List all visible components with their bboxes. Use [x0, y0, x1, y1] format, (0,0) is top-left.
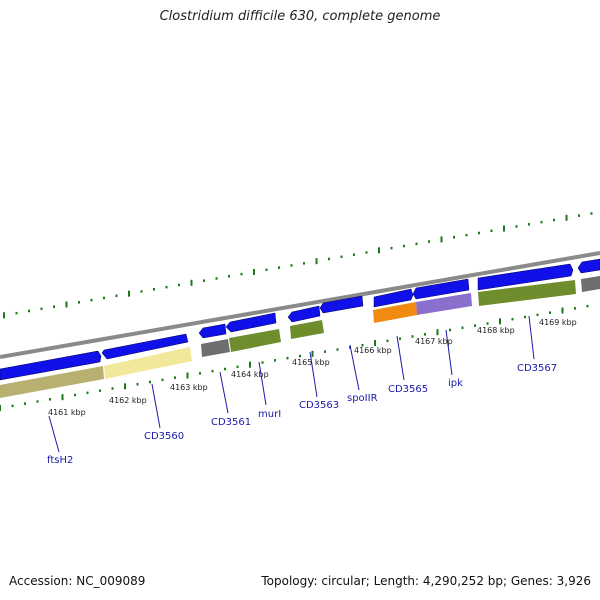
feature-bar[interactable]	[416, 293, 472, 315]
feature-bar[interactable]	[104, 347, 192, 379]
gene-label[interactable]: murI	[258, 409, 281, 420]
gene-labels: ftsH2 CD3560 CD3561 murI CD3563 spoIIR C…	[47, 363, 557, 466]
gene-label[interactable]: ftsH2	[47, 455, 73, 466]
gene-label[interactable]: CD3563	[299, 400, 339, 411]
feature-bar[interactable]	[229, 329, 281, 352]
kbp-label: 4164 kbp	[231, 370, 269, 379]
kbp-label: 4167 kbp	[415, 337, 453, 346]
gene-label[interactable]: CD3560	[144, 431, 184, 442]
cds-arrow[interactable]	[287, 305, 321, 323]
gene-label[interactable]: CD3561	[211, 417, 251, 428]
genome-stats-text: Topology: circular; Length: 4,290,252 bp…	[261, 574, 591, 588]
leader-line	[309, 351, 318, 398]
kbp-label: 4163 kbp	[170, 383, 208, 392]
cds-arrow[interactable]	[577, 258, 600, 274]
leader-line	[349, 344, 360, 391]
kbp-label: 4162 kbp	[109, 396, 147, 405]
feature-bar[interactable]	[373, 302, 417, 323]
leader-line	[396, 335, 405, 381]
genome-title: Clostridium difficile 630, complete geno…	[159, 9, 441, 24]
cds-arrow[interactable]	[477, 263, 574, 291]
leader-line	[151, 383, 161, 429]
kbp-label: 4161 kbp	[48, 408, 86, 417]
gene-label[interactable]: CD3567	[517, 363, 557, 374]
cds-arrow[interactable]	[319, 295, 364, 314]
cds-arrow[interactable]	[412, 278, 470, 300]
kbp-label: 4166 kbp	[354, 346, 392, 355]
cds-arrow[interactable]	[101, 333, 189, 360]
leader-line	[48, 415, 60, 453]
cds-forward-track	[0, 258, 600, 381]
kbp-label: 4165 kbp	[292, 358, 330, 367]
kbp-labels: 4161 kbp 4162 kbp 4163 kbp 4164 kbp 4165…	[48, 318, 577, 417]
feature-bar[interactable]	[201, 339, 230, 357]
gene-label[interactable]: spoIIR	[347, 393, 378, 404]
cds-arrow[interactable]	[373, 288, 414, 308]
feature-bar[interactable]	[581, 276, 600, 292]
cds-arrow[interactable]	[0, 350, 102, 381]
tick-marks	[0, 212, 593, 411]
kbp-label: 4168 kbp	[477, 326, 515, 335]
feature-bar[interactable]	[290, 320, 324, 339]
leader-line	[219, 371, 229, 414]
leader-line	[445, 329, 453, 376]
cds-arrow[interactable]	[198, 323, 227, 339]
genome-backbone	[0, 251, 600, 359]
gene-leader-lines	[48, 315, 535, 453]
feature-bar[interactable]	[478, 280, 576, 306]
accession-text: Accession: NC_009089	[9, 574, 146, 588]
gene-label[interactable]: CD3565	[388, 384, 428, 395]
feature-track	[0, 276, 600, 398]
leader-line	[258, 361, 267, 406]
kbp-label: 4169 kbp	[539, 318, 577, 327]
feature-bar[interactable]	[0, 366, 104, 398]
leader-line	[528, 315, 535, 360]
gene-label[interactable]: ipk	[448, 378, 463, 389]
cds-arrow[interactable]	[225, 312, 277, 333]
